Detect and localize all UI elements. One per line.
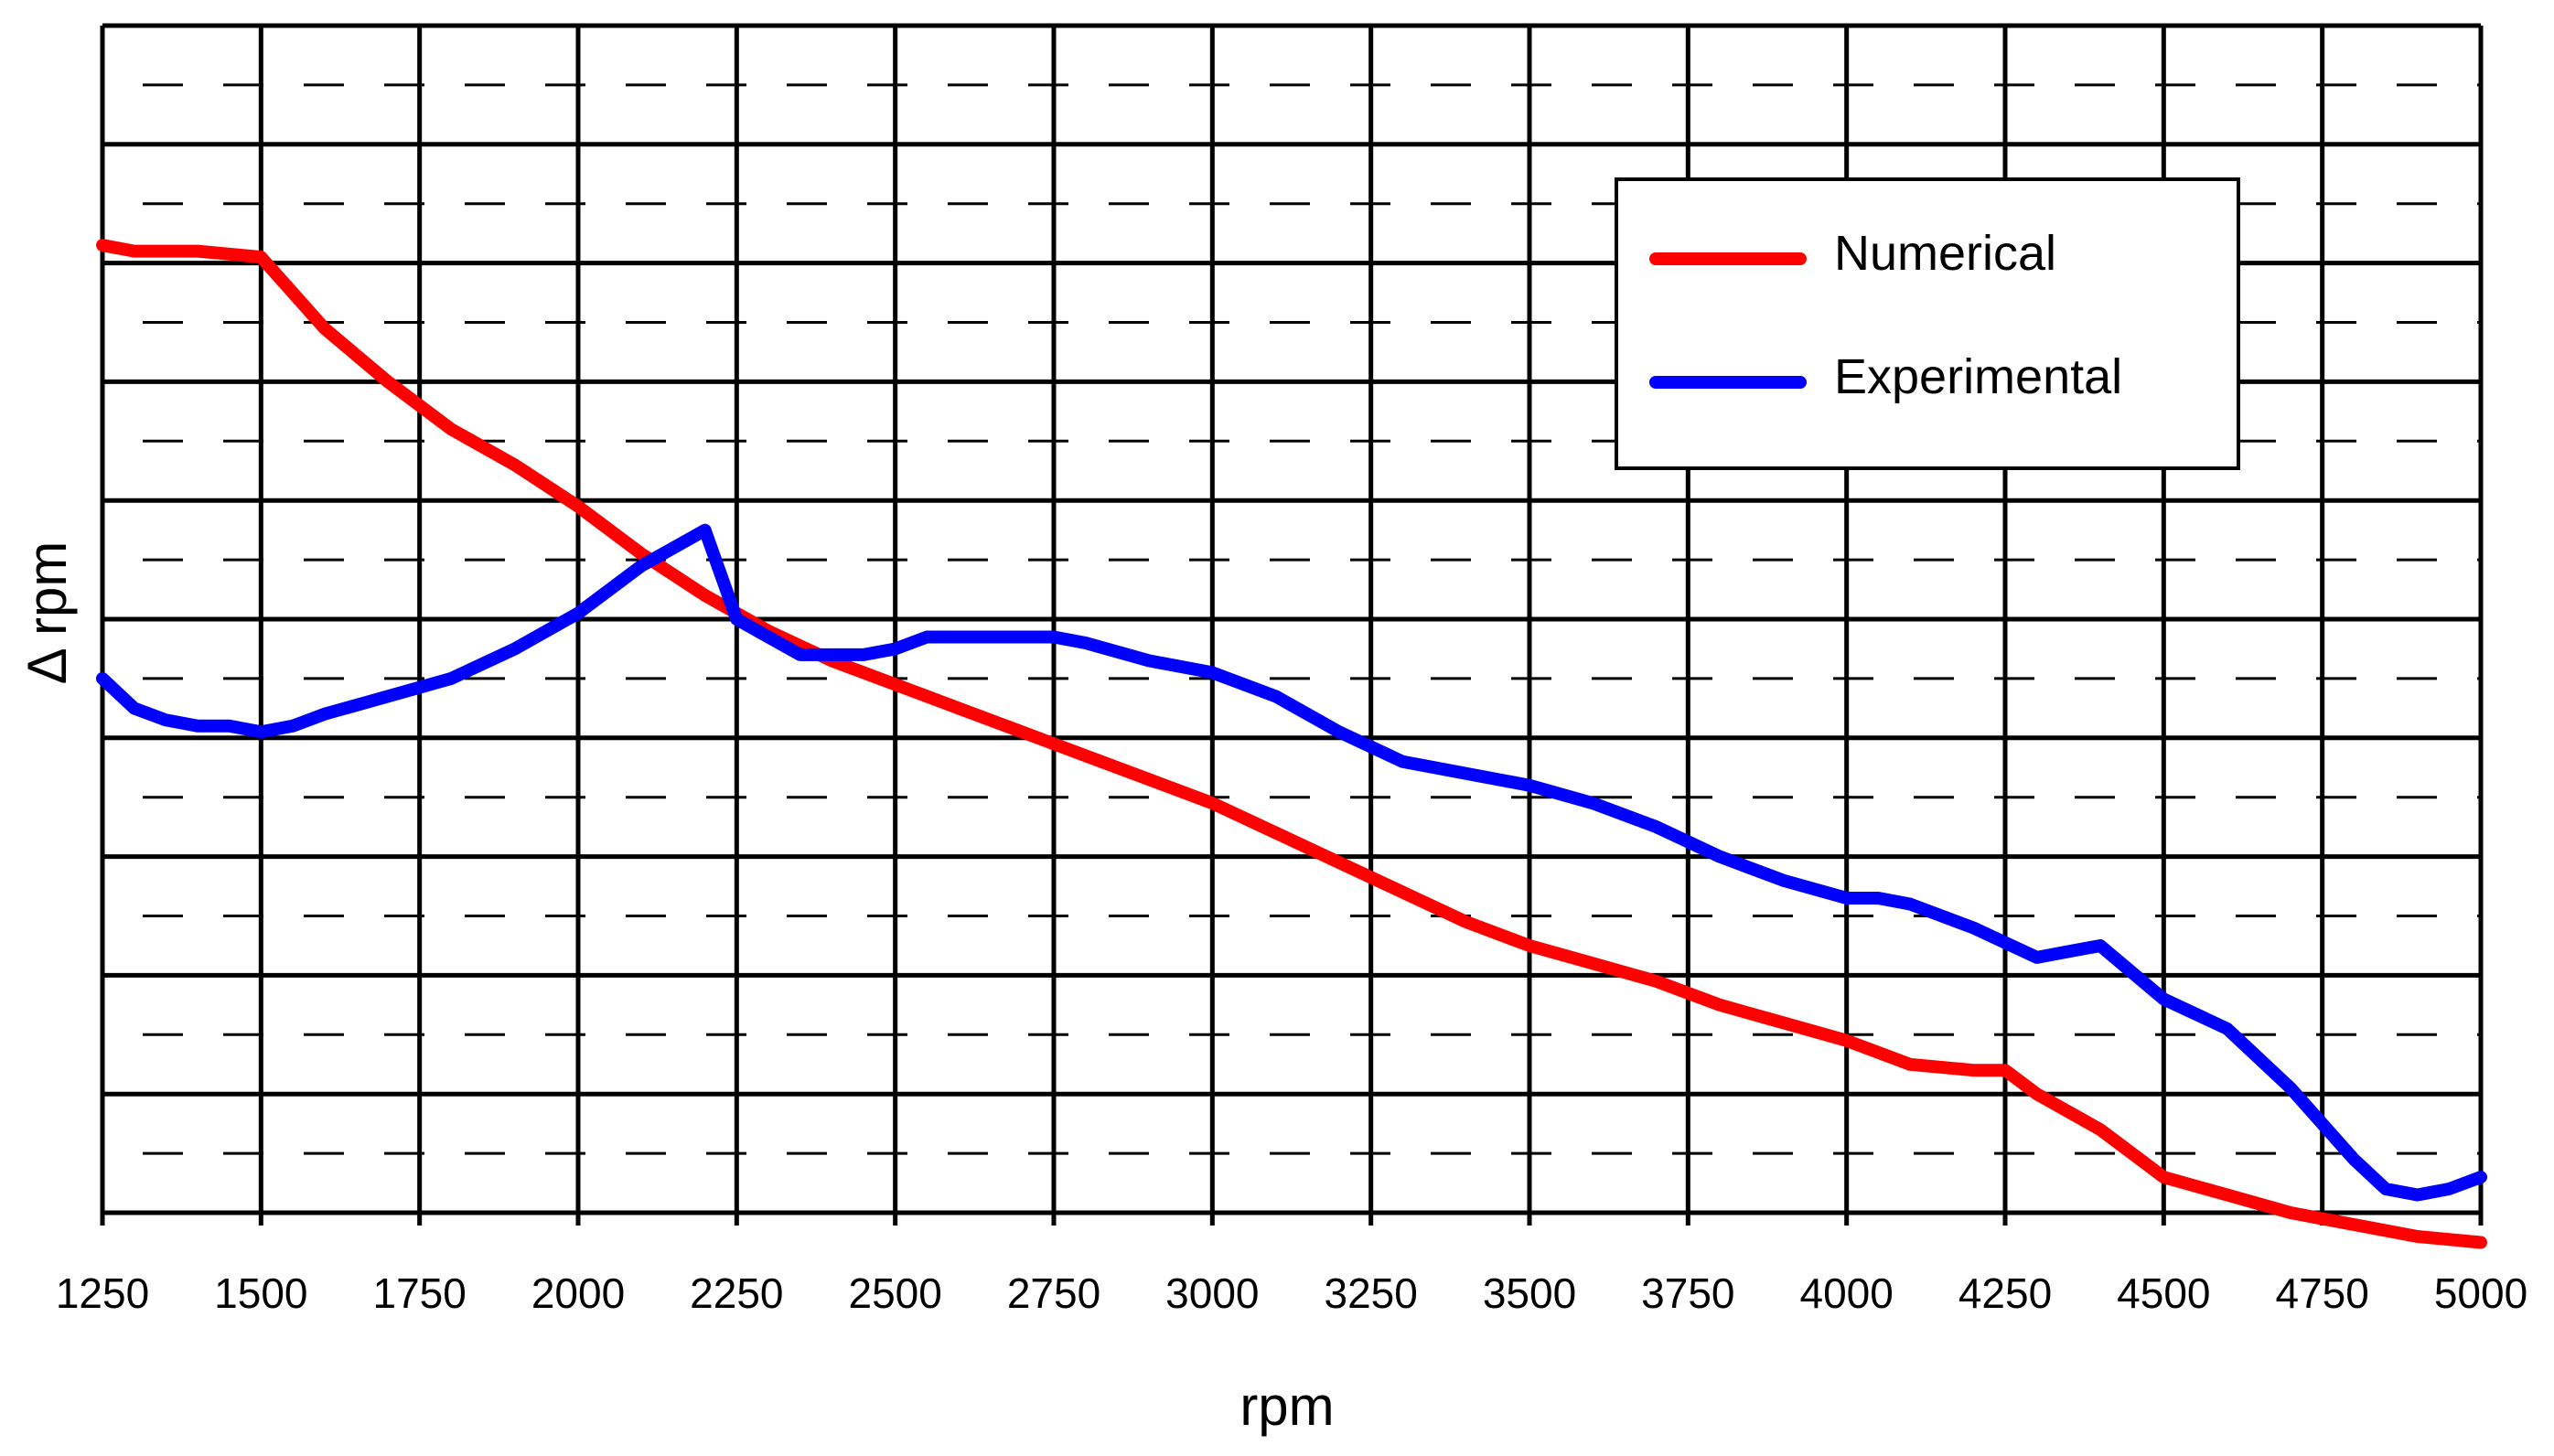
series-line-numerical xyxy=(96,239,2487,1249)
x-tick-label: 4000 xyxy=(1799,1269,1893,1317)
x-tick-label: 3750 xyxy=(1641,1269,1734,1317)
x-tick-label: 2750 xyxy=(1007,1269,1100,1317)
major-grid xyxy=(100,23,2484,1226)
legend: Numerical Experimental xyxy=(1615,177,2240,470)
x-tick-label: 1750 xyxy=(372,1269,466,1317)
series-layer xyxy=(96,239,2487,1249)
minor-grid xyxy=(102,83,2481,1155)
series-line-experimental xyxy=(96,523,2487,1202)
x-tick-label: 1250 xyxy=(56,1269,149,1317)
legend-label-experimental: Experimental xyxy=(1834,349,2122,404)
x-axis-title: rpm xyxy=(1239,1376,1334,1437)
x-tick-label: 1500 xyxy=(214,1269,307,1317)
x-tick-labels: 1250 1500 1750 2000 2250 2500 2750 3000 3250 3500… xyxy=(56,1269,2527,1317)
x-tick-label: 5000 xyxy=(2434,1269,2527,1317)
x-tick-label: 2500 xyxy=(848,1269,941,1317)
legend-box xyxy=(1615,177,2240,470)
x-tick-label: 2250 xyxy=(690,1269,783,1317)
x-tick-label: 4500 xyxy=(2117,1269,2210,1317)
x-tick-label: 3250 xyxy=(1324,1269,1417,1317)
legend-label-numerical: Numerical xyxy=(1834,226,2056,281)
y-axis-title: Δ rpm xyxy=(16,541,78,685)
x-tick-label: 4250 xyxy=(1958,1269,2052,1317)
x-tick-label: 3000 xyxy=(1165,1269,1259,1317)
x-tick-label: 2000 xyxy=(531,1269,625,1317)
x-tick-label: 4750 xyxy=(2275,1269,2368,1317)
x-tick-label: 3500 xyxy=(1483,1269,1576,1317)
